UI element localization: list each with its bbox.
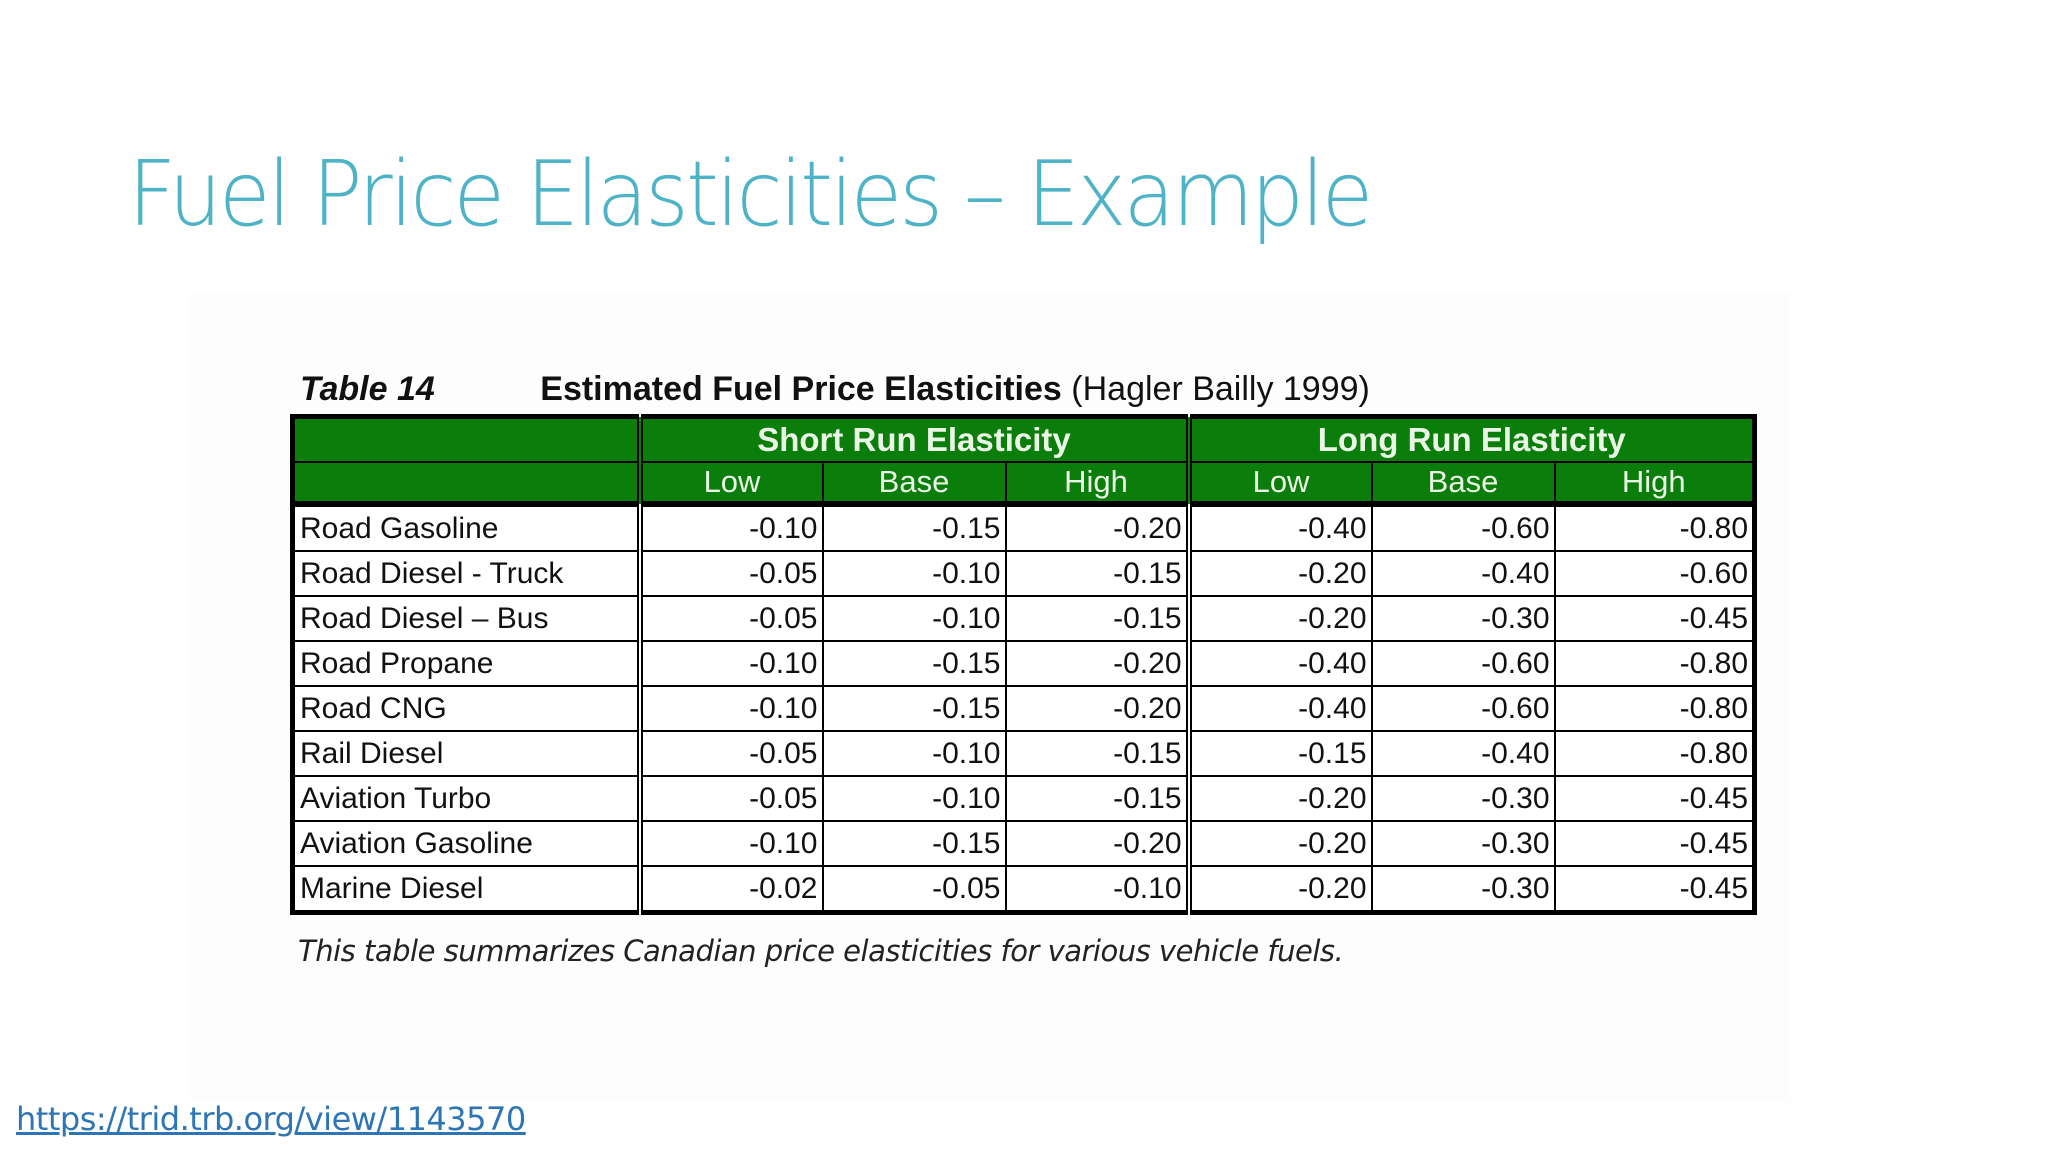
subheader-blank: [291, 461, 641, 507]
table-row: Road Gasoline -0.10 -0.15 -0.20 -0.40 -0.60 -0…: [291, 503, 1756, 552]
value-cell-long-high: -0.80: [1553, 503, 1756, 552]
value-cell-short-low: -0.10: [636, 503, 824, 552]
value-cell-short-base: -0.10: [821, 550, 1007, 597]
value-cell-short-high: -0.15: [1004, 595, 1190, 642]
value-cell-short-base: -0.10: [821, 730, 1007, 777]
value-cell-short-low: -0.05: [636, 550, 824, 597]
table-row: Road CNG -0.10 -0.15 -0.20 -0.40 -0.60 -0.80: [291, 685, 1756, 732]
table-row: Marine Diesel -0.02 -0.05 -0.10 -0.20 -0.30 -0…: [291, 865, 1756, 914]
value-cell-long-low: -0.20: [1185, 550, 1373, 597]
value-cell-short-low: -0.05: [636, 775, 824, 822]
group-header-short-run: Short Run Elasticity: [636, 415, 1190, 463]
fuel-name-cell: Aviation Turbo: [291, 775, 641, 822]
value-cell-short-base: -0.15: [821, 685, 1007, 732]
value-cell-long-low: -0.20: [1185, 595, 1373, 642]
table-row: Road Diesel – Bus -0.05 -0.10 -0.15 -0.20 -0.…: [291, 595, 1756, 642]
subheader-short-low: Low: [636, 461, 824, 507]
value-cell-long-base: -0.40: [1370, 550, 1556, 597]
value-cell-long-low: -0.40: [1185, 503, 1373, 552]
value-cell-short-high: -0.20: [1004, 820, 1190, 867]
value-cell-long-high: -0.80: [1553, 685, 1756, 732]
value-cell-long-base: -0.40: [1370, 730, 1556, 777]
elasticity-table: Short Run Elasticity Long Run Elasticity…: [290, 414, 1758, 915]
group-header-row: Short Run Elasticity Long Run Elasticity: [291, 415, 1756, 463]
value-cell-short-low: -0.02: [636, 865, 824, 914]
value-cell-long-high: -0.80: [1553, 730, 1756, 777]
subheader-long-low: Low: [1185, 461, 1373, 507]
value-cell-short-base: -0.15: [821, 820, 1007, 867]
value-cell-long-base: -0.60: [1370, 503, 1556, 552]
value-cell-long-low: -0.20: [1185, 820, 1373, 867]
value-cell-short-high: -0.10: [1004, 865, 1190, 914]
table-row: Road Propane -0.10 -0.15 -0.20 -0.40 -0.60 -0.…: [291, 640, 1756, 687]
value-cell-short-low: -0.10: [636, 640, 824, 687]
value-cell-long-base: -0.30: [1370, 820, 1556, 867]
value-cell-short-base: -0.15: [821, 503, 1007, 552]
value-cell-short-low: -0.05: [636, 595, 824, 642]
fuel-name-cell: Road CNG: [291, 685, 641, 732]
table-footnote: This table summarizes Canadian price ela…: [298, 934, 1344, 968]
value-cell-short-high: -0.20: [1004, 640, 1190, 687]
subheader-row: Low Base High Low Base High: [291, 461, 1756, 507]
value-cell-short-low: -0.10: [636, 685, 824, 732]
value-cell-short-low: -0.10: [636, 820, 824, 867]
value-cell-short-base: -0.15: [821, 640, 1007, 687]
value-cell-long-high: -0.45: [1553, 595, 1756, 642]
source-link[interactable]: https://trid.trb.org/view/1143570: [16, 1100, 526, 1138]
fuel-name-cell: Road Diesel – Bus: [291, 595, 641, 642]
value-cell-short-base: -0.05: [821, 865, 1007, 914]
slide-title: Fuel Price Elasticities – Example: [128, 142, 1373, 247]
subheader-long-base: Base: [1370, 461, 1556, 507]
value-cell-short-low: -0.05: [636, 730, 824, 777]
fuel-name-cell: Road Diesel - Truck: [291, 550, 641, 597]
value-cell-long-high: -0.80: [1553, 640, 1756, 687]
table-number: Table 14: [300, 370, 435, 408]
value-cell-short-base: -0.10: [821, 595, 1007, 642]
table-row: Road Diesel - Truck -0.05 -0.10 -0.15 -0.20-…: [291, 550, 1756, 597]
fuel-name-cell: Road Propane: [291, 640, 641, 687]
table-source: (Hagler Bailly 1999): [1071, 370, 1370, 408]
value-cell-short-high: -0.20: [1004, 503, 1190, 552]
value-cell-long-low: -0.20: [1185, 865, 1373, 914]
table-caption: Table 14 Estimated Fuel Price Elasticiti…: [300, 370, 1370, 409]
value-cell-long-high: -0.45: [1553, 820, 1756, 867]
header-blank: [291, 415, 641, 463]
value-cell-long-high: -0.45: [1553, 775, 1756, 822]
value-cell-long-low: -0.40: [1185, 685, 1373, 732]
subheader-short-high: High: [1004, 461, 1190, 507]
table-row: Rail Diesel -0.05 -0.10 -0.15 -0.15 -0.40 -0.8…: [291, 730, 1756, 777]
value-cell-long-base: -0.60: [1370, 685, 1556, 732]
fuel-name-cell: Rail Diesel: [291, 730, 641, 777]
value-cell-long-low: -0.20: [1185, 775, 1373, 822]
subheader-long-high: High: [1553, 461, 1756, 507]
group-header-long-run: Long Run Elasticity: [1185, 415, 1756, 463]
value-cell-short-high: -0.15: [1004, 775, 1190, 822]
value-cell-short-high: -0.20: [1004, 685, 1190, 732]
subheader-short-base: Base: [821, 461, 1007, 507]
value-cell-short-high: -0.15: [1004, 550, 1190, 597]
fuel-name-cell: Aviation Gasoline: [291, 820, 641, 867]
value-cell-long-base: -0.30: [1370, 865, 1556, 914]
value-cell-long-base: -0.60: [1370, 640, 1556, 687]
fuel-name-cell: Marine Diesel: [291, 865, 641, 914]
table-title: Estimated Fuel Price Elasticities: [540, 370, 1062, 408]
value-cell-long-low: -0.15: [1185, 730, 1373, 777]
table-row: Aviation Turbo -0.05 -0.10 -0.15 -0.20 -0.30-…: [291, 775, 1756, 822]
value-cell-long-base: -0.30: [1370, 595, 1556, 642]
value-cell-long-high: -0.60: [1553, 550, 1756, 597]
value-cell-short-high: -0.15: [1004, 730, 1190, 777]
value-cell-long-low: -0.40: [1185, 640, 1373, 687]
fuel-name-cell: Road Gasoline: [291, 503, 641, 552]
value-cell-long-base: -0.30: [1370, 775, 1556, 822]
value-cell-long-high: -0.45: [1553, 865, 1756, 914]
value-cell-short-base: -0.10: [821, 775, 1007, 822]
table-row: Aviation Gasoline -0.10 -0.15 -0.20 -0.20 -0.…: [291, 820, 1756, 867]
